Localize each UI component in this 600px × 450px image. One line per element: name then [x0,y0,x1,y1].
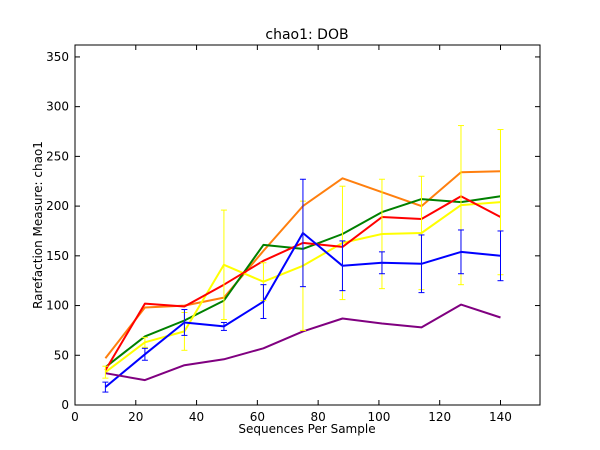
y-tick-label: 0 [61,398,69,412]
x-tick-label: 100 [367,410,390,424]
chart-title: chao1: DOB [265,27,348,43]
error-bar-layer [102,125,504,393]
y-tick-label: 50 [54,348,69,362]
error-bar [181,309,188,336]
x-tick-label: 60 [250,410,265,424]
error-bar [220,321,227,331]
error-bar [378,251,385,275]
x-tick-label: 140 [489,410,512,424]
y-tick-label: 300 [46,100,69,114]
y-axis-ticks: 0 50 100 150 200 250 300 350 [46,50,540,412]
error-bar [457,229,464,275]
error-bar [102,381,109,393]
error-bar [418,234,425,294]
y-tick-label: 150 [46,249,69,263]
y-tick-label: 250 [46,149,69,163]
error-bar [141,336,148,348]
x-tick-label: 120 [428,410,451,424]
error-bar [220,209,227,320]
series-line-6 [105,303,501,382]
y-tick-label: 100 [46,299,69,313]
plot-frame [74,44,541,406]
error-bar [102,365,109,379]
error-bar [339,240,346,292]
x-tick-label: 20 [128,410,143,424]
y-tick-label: 200 [46,199,69,213]
error-bar [141,347,148,361]
y-axis-title: Rarefaction Measure: chao1 [31,141,45,309]
x-tick-label: 40 [189,410,204,424]
error-bar [497,230,504,282]
error-bar [260,284,267,319]
x-tick-label: 0 [71,410,79,424]
x-axis-title: Sequences Per Sample [238,422,375,436]
x-tick-label: 80 [310,410,325,424]
error-bar [299,178,306,288]
x-axis-ticks: 0 20 40 60 80 100 120 140 [71,45,512,424]
y-tick-label: 350 [46,50,69,64]
